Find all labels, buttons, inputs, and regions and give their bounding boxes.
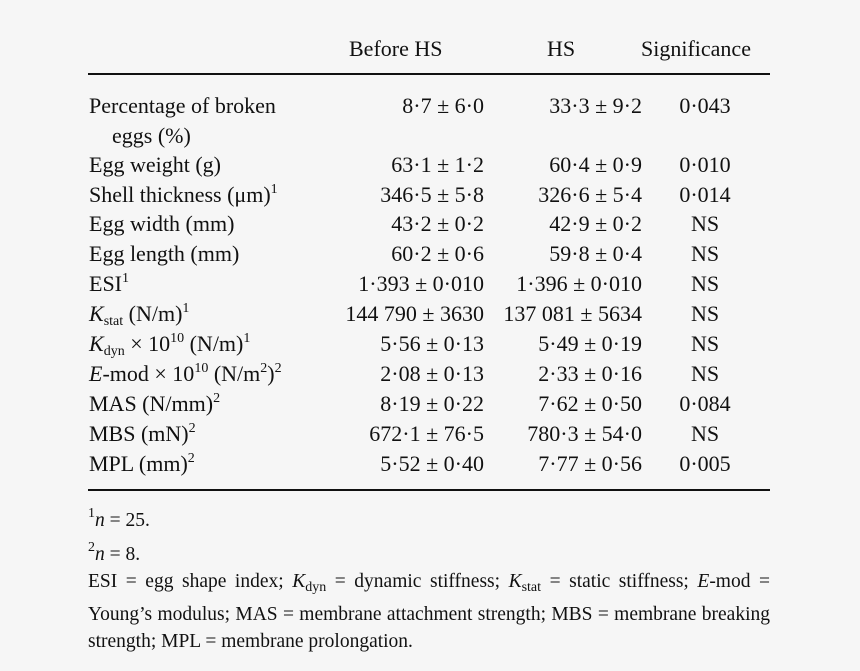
cell-hs: 137 081 ± 5634: [503, 301, 642, 326]
row-label: Percentage of broken: [89, 93, 276, 118]
cell-before-hs: 60·2 ± 0·6: [391, 241, 484, 266]
cell-before-hs: 2·08 ± 0·13: [380, 361, 484, 386]
cell-hs: 2·33 ± 0·16: [538, 361, 642, 386]
row-label: Egg weight (g): [89, 152, 221, 177]
row-label: Kdyn × 1010 (N/m)1: [89, 331, 251, 359]
cell-significance: NS: [690, 241, 720, 266]
row-label: Kstat (N/m)1: [89, 301, 190, 329]
cell-before-hs: 1·393 ± 0·010: [358, 271, 484, 296]
row-label: Egg length (mm): [89, 241, 240, 266]
footnote-1: 1n = 25.: [88, 506, 150, 531]
row-label: ESI1: [89, 271, 129, 296]
row-label-continued: eggs (%): [112, 123, 191, 148]
table-header: Before HS HS Significance: [88, 26, 770, 75]
cell-before-hs: 346·5 ± 5·8: [380, 182, 484, 207]
header-significance: Significance: [641, 36, 751, 61]
cell-significance: 0·014: [679, 182, 731, 207]
table-footnotes: 1n = 25. 2n = 8. ESI = egg shape index; …: [88, 500, 770, 655]
cell-hs: 60·4 ± 0·9: [549, 152, 642, 177]
cell-before-hs: 5·56 ± 0·13: [380, 331, 484, 356]
footnote-abbreviations: ESI = egg shape index; Kdyn = dynamic st…: [88, 571, 771, 652]
cell-significance: NS: [690, 331, 720, 356]
cell-before-hs: 8·7 ± 6·0: [402, 93, 484, 118]
cell-hs: 5·49 ± 0·19: [538, 331, 642, 356]
cell-before-hs: 672·1 ± 76·5: [369, 421, 484, 446]
cell-significance: NS: [690, 361, 720, 386]
row-label: MPL (mm)2: [89, 451, 195, 476]
cell-hs: 59·8 ± 0·4: [549, 241, 642, 266]
cell-significance: 0·084: [679, 391, 731, 416]
cell-before-hs: 8·19 ± 0·22: [380, 391, 484, 416]
cell-significance: 0·043: [679, 93, 731, 118]
cell-hs: 1·396 ± 0·010: [516, 271, 642, 296]
cell-significance: NS: [690, 211, 720, 236]
row-label: Shell thickness (μm)1: [89, 182, 278, 207]
cell-before-hs: 5·52 ± 0·40: [380, 451, 484, 476]
cell-significance: 0·005: [679, 451, 731, 476]
row-label: E-mod × 1010 (N/m2)2: [89, 361, 282, 386]
cell-hs: 7·62 ± 0·50: [538, 391, 642, 416]
table-body: Percentage of broken eggs (%) 8·7 ± 6·0 …: [88, 75, 770, 491]
cell-significance: NS: [690, 271, 720, 296]
cell-hs: 42·9 ± 0·2: [549, 211, 642, 236]
cell-before-hs: 144 790 ± 3630: [345, 301, 484, 326]
header-hs: HS: [547, 36, 576, 61]
row-label: Egg width (mm): [89, 211, 235, 236]
cell-significance: 0·010: [679, 152, 731, 177]
header-before-hs: Before HS: [349, 36, 443, 61]
cell-hs: 33·3 ± 9·2: [549, 93, 642, 118]
cell-significance: NS: [690, 301, 720, 326]
footnote-2: 2n = 8.: [88, 540, 141, 565]
cell-hs: 7·77 ± 0·56: [538, 451, 642, 476]
row-label: MAS (N/mm)2: [89, 391, 221, 416]
cell-significance: NS: [690, 421, 720, 446]
cell-hs: 780·3 ± 54·0: [527, 421, 642, 446]
cell-before-hs: 63·1 ± 1·2: [391, 152, 484, 177]
cell-hs: 326·6 ± 5·4: [538, 182, 642, 207]
row-label: MBS (mN)2: [89, 421, 196, 446]
cell-before-hs: 43·2 ± 0·2: [391, 211, 484, 236]
table-container: Before HS HS Significance Percentage of …: [88, 26, 770, 655]
